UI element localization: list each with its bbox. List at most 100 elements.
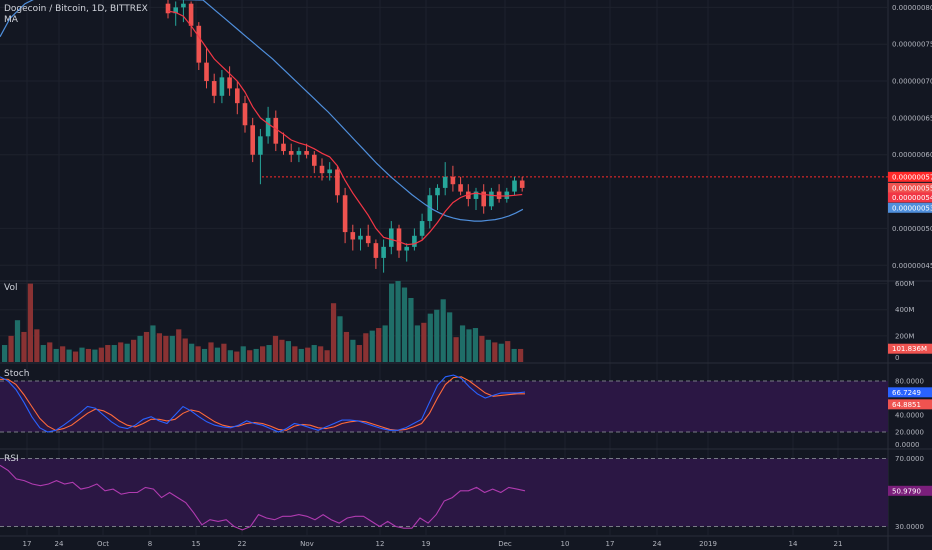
volume-bar	[363, 333, 369, 362]
volume-bar	[466, 329, 472, 362]
volume-bar	[234, 351, 240, 362]
candle	[181, 3, 186, 8]
candle	[204, 62, 209, 82]
candle	[419, 221, 425, 236]
volume-bar	[8, 335, 14, 362]
volume-tag	[888, 343, 932, 354]
stoch-d-tag	[888, 399, 932, 410]
candle	[335, 169, 340, 196]
volume-bar	[292, 346, 298, 362]
volume-tick-label: 400M	[895, 306, 914, 314]
volume-bar	[27, 283, 33, 362]
volume-bar	[337, 316, 343, 362]
volume-bar	[356, 345, 362, 362]
candle	[196, 25, 202, 63]
volume-bar	[459, 325, 466, 362]
candle	[235, 88, 240, 104]
volume-bar	[240, 346, 246, 362]
candle	[281, 143, 286, 152]
volume-bar	[111, 345, 117, 362]
volume-bar	[511, 348, 517, 362]
candle	[304, 151, 309, 155]
volume-tag-label: 101.836M	[892, 345, 927, 353]
x-tick-label: 24	[653, 540, 662, 548]
candle	[412, 235, 417, 247]
volume-bar	[21, 331, 27, 362]
rsi-legend: RSI	[4, 454, 19, 464]
volume-bar	[2, 345, 8, 362]
x-tick-label: 10	[561, 540, 570, 548]
volume-bar	[453, 337, 459, 362]
volume-bar	[376, 328, 382, 362]
volume-bar	[131, 339, 137, 362]
x-tick-label: 17	[23, 540, 32, 548]
volume-bar	[260, 346, 266, 362]
volume-bar	[318, 346, 324, 362]
fast-ma-line	[167, 10, 523, 246]
volume-bar	[221, 343, 227, 362]
volume-bar	[272, 335, 279, 362]
stoch-tick-label: 80.0000	[895, 378, 924, 386]
volume-bar	[85, 348, 92, 362]
stoch-d-line	[0, 376, 525, 431]
volume-bar	[169, 335, 175, 362]
volume-bar	[369, 330, 375, 362]
volume-bar	[143, 331, 150, 362]
candle	[365, 235, 371, 244]
price-tag-label: 0.00000055	[892, 184, 932, 192]
volume-bar	[350, 339, 356, 362]
volume-bar	[382, 325, 388, 362]
volume-bar	[305, 347, 311, 362]
stoch-legend: Stoch	[4, 369, 30, 379]
volume-bar	[79, 347, 85, 362]
volume-bar	[118, 342, 124, 362]
rsi-tag	[888, 485, 932, 496]
x-tick-label: 21	[834, 540, 843, 548]
volume-bar	[53, 348, 59, 362]
candle	[342, 195, 348, 233]
volume-bar	[440, 299, 446, 362]
volume-bar	[189, 343, 195, 362]
volume-bar	[279, 339, 285, 362]
candle	[512, 180, 517, 192]
volume-bar	[176, 329, 182, 362]
volume-bar	[324, 350, 330, 362]
volume-bar	[434, 309, 440, 362]
symbol-legend: Dogecoin / Bitcoin, 1D, BITTREX MA	[4, 4, 148, 26]
rsi-tick-label: 30.0000	[895, 523, 924, 531]
candle	[188, 3, 194, 26]
volume-bar	[182, 338, 188, 362]
rsi-tag-label: 50.9790	[892, 487, 921, 495]
x-tick-label: 15	[192, 540, 201, 548]
x-tick-label: 14	[789, 540, 798, 548]
volume-bar	[330, 303, 337, 362]
rsi-band	[0, 458, 888, 527]
volume-bar	[124, 343, 130, 362]
x-tick-label: 22	[238, 540, 247, 548]
candle	[227, 77, 232, 89]
candle	[504, 191, 510, 199]
volume-bar	[60, 346, 66, 362]
candle	[250, 125, 255, 155]
volume-bar	[66, 349, 72, 362]
candle	[327, 169, 332, 174]
price-tick-label: 0.00000080	[892, 4, 932, 12]
stoch-tick-label: 20.0000	[895, 429, 924, 437]
volume-bar	[492, 342, 498, 362]
symbol-title: Dogecoin / Bitcoin, 1D, BITTREX	[4, 4, 148, 14]
volume-bar	[427, 313, 433, 362]
candle	[389, 228, 394, 247]
candle	[219, 77, 225, 96]
volume-tick-label: 200M	[895, 332, 914, 340]
price-tag	[888, 182, 932, 193]
volume-bar	[266, 345, 272, 362]
volume-bar	[479, 335, 485, 362]
price-tick-label: 0.00000045	[892, 262, 932, 270]
stoch-k-tag-label: 66.7249	[892, 389, 921, 397]
volume-bar	[414, 325, 420, 362]
price-tag-label: 0.00000053	[892, 204, 932, 212]
volume-bar	[156, 333, 162, 362]
candle	[481, 191, 486, 207]
volume-bar	[72, 351, 79, 362]
